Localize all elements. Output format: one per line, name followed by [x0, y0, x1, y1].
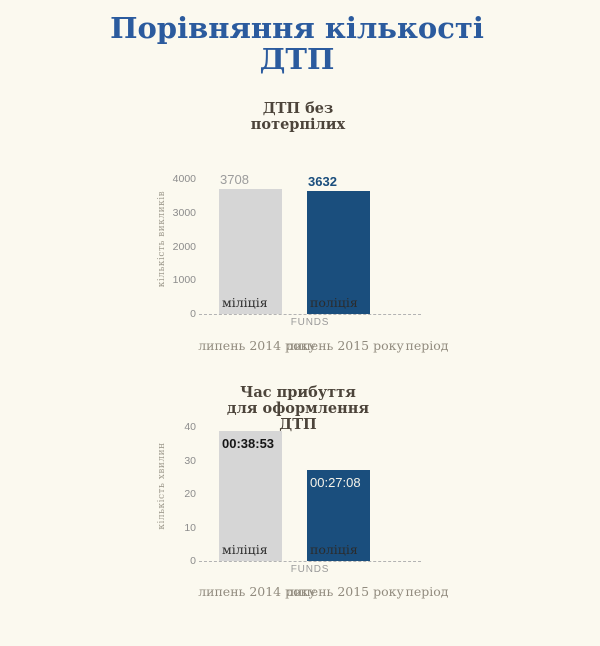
main-title-line-1: Порівняння кількості	[110, 11, 484, 45]
y-tick-label: 4000	[172, 173, 196, 185]
y-tick-label: 30	[184, 454, 196, 467]
y-tick-label: 2000	[172, 240, 196, 253]
chart-title-line: для оформлення	[226, 400, 370, 417]
bar-поліція	[307, 470, 370, 561]
y-tick-label: 1000	[172, 274, 196, 287]
bar-value-label: 00:27:08	[310, 475, 361, 491]
x-category-label: липень 2014 року	[198, 338, 316, 353]
bar-series-label: поліція	[310, 542, 358, 557]
chart-title-line: Час прибуття	[240, 384, 356, 401]
bar-value-label: 3708	[220, 171, 249, 187]
x-axis-label-funds: FUNDS	[290, 564, 330, 575]
x-axis-label-funds: FUNDS	[290, 317, 330, 328]
chart-title-line: ДТП без	[262, 100, 334, 117]
zero-baseline	[199, 561, 421, 562]
x-category-label: період	[405, 338, 449, 353]
y-axis-label: кількість хвилин	[157, 442, 167, 530]
bar-series-label: поліція	[310, 295, 358, 310]
main-title-line-2: ДТП	[259, 42, 335, 76]
bar-поліція	[307, 191, 370, 314]
x-category-label: період	[405, 584, 449, 599]
y-tick-label: 0	[190, 308, 196, 320]
bar-міліція	[219, 188, 282, 314]
chart-title: Час прибуття для оформлення ДТП	[227, 385, 369, 433]
main-title: Порівняння кількості ДТП	[0, 13, 594, 75]
y-tick-label: 0	[190, 555, 196, 567]
chart-title-line: потерпілих	[250, 116, 346, 133]
bar-міліція	[219, 430, 282, 561]
y-tick-label: 40	[184, 421, 196, 433]
chart-title-line: ДТП	[279, 416, 317, 433]
chart-title: ДТП без потерпілих	[251, 101, 345, 133]
x-category-label: липень 2015 року	[286, 338, 404, 353]
y-tick-label: 10	[184, 521, 196, 534]
bar-series-label: міліція	[222, 295, 268, 310]
zero-baseline	[199, 314, 421, 315]
bar-value-label: 00:38:53	[222, 435, 275, 451]
bar-value-label: 3632	[308, 174, 337, 190]
x-category-label: липень 2014 року	[198, 584, 316, 599]
y-tick-label: 20	[184, 488, 196, 500]
bar-series-label: міліція	[222, 542, 268, 557]
x-category-label: липень 2015 року	[286, 584, 404, 599]
y-tick-label: 3000	[172, 206, 196, 219]
